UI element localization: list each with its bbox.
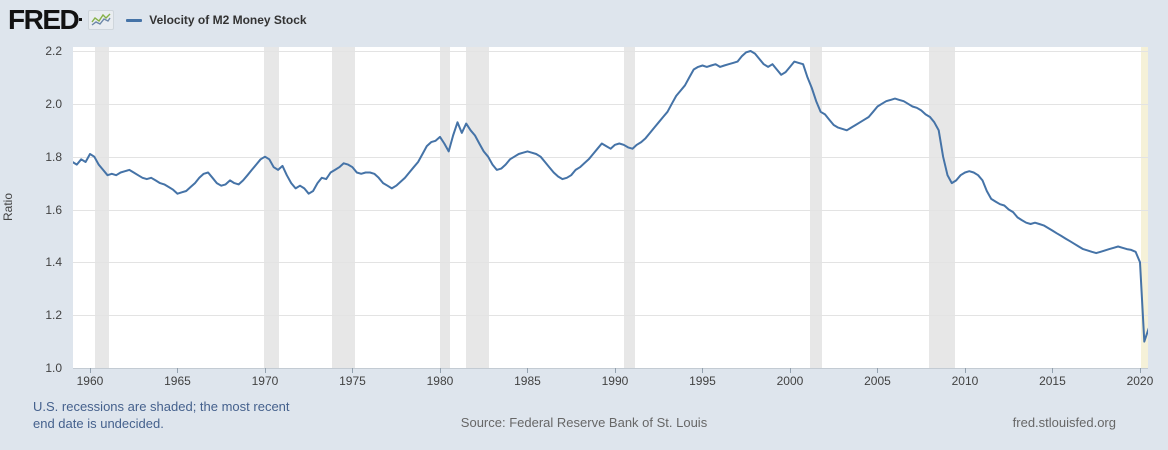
gridline — [73, 262, 1148, 263]
y-tick-label: 2.0 — [45, 96, 62, 111]
recession-band — [439, 47, 451, 368]
x-tick-mark — [702, 368, 704, 373]
x-tick-mark — [877, 368, 879, 373]
x-tick-label: 2015 — [1039, 374, 1066, 388]
recession-note-line2: end date is undecided. — [33, 416, 164, 431]
fred-site-link[interactable]: fred.stlouisfed.org — [1012, 415, 1116, 430]
x-tick-label: 2010 — [951, 374, 979, 388]
source-attribution: Source: Federal Reserve Bank of St. Loui… — [460, 415, 708, 430]
x-tick-mark — [527, 368, 529, 373]
y-tick-label: 1.4 — [45, 255, 62, 270]
recession-band — [928, 47, 955, 368]
y-tick-label: 1.8 — [45, 149, 62, 164]
recession-band — [95, 47, 109, 368]
x-tick-mark — [352, 368, 354, 373]
x-tick-label: 1995 — [689, 374, 716, 388]
x-tick-mark — [89, 368, 91, 373]
recession-band-undecided — [1141, 47, 1148, 368]
graph-header: FRED Velocity of M2 Money Stock — [8, 4, 307, 35]
x-tick-mark — [614, 368, 616, 373]
gridline — [73, 210, 1148, 211]
y-tick-label: 1.6 — [45, 202, 62, 217]
x-tick-label: 1970 — [251, 374, 279, 388]
y-tick-label: 1.0 — [45, 361, 62, 375]
gridline — [73, 104, 1148, 105]
recession-band — [263, 47, 280, 368]
x-tick-label: 1985 — [514, 374, 541, 388]
x-axis-labels: 1960 1965 1970 1975 1980 1985 1990 1995 2000 2005… — [73, 368, 1153, 392]
x-tick-mark — [177, 368, 179, 373]
registered-mark-icon — [79, 18, 83, 21]
x-tick-label: 1990 — [601, 374, 629, 388]
x-tick-label: 1960 — [76, 374, 104, 388]
x-tick-label: 2020 — [1126, 374, 1154, 388]
x-tick-label: 1965 — [164, 374, 191, 388]
x-tick-mark — [789, 368, 791, 373]
recession-band — [623, 47, 636, 368]
x-tick-mark — [964, 368, 966, 373]
legend-series-label[interactable]: Velocity of M2 Money Stock — [149, 13, 307, 27]
x-tick-label: 1975 — [339, 374, 366, 388]
gridline — [73, 368, 1148, 369]
x-tick-label: 2000 — [776, 374, 804, 388]
x-tick-mark — [439, 368, 441, 373]
x-tick-label: 1980 — [426, 374, 454, 388]
y-axis-labels: 1.0 1.2 1.4 1.6 1.8 2.0 2.2 — [0, 44, 62, 375]
x-tick-mark — [1052, 368, 1054, 373]
y-tick-label: 2.2 — [45, 44, 62, 58]
fred-logo-chart-icon — [88, 10, 115, 30]
recession-band — [466, 47, 490, 368]
gridline — [73, 157, 1148, 158]
x-tick-mark — [264, 368, 266, 373]
recession-note: U.S. recessions are shaded; the most rec… — [33, 398, 290, 432]
x-tick-label: 2005 — [864, 374, 891, 388]
fred-logo: FRED — [8, 4, 80, 35]
y-tick-label: 1.2 — [45, 308, 62, 323]
m2-velocity-line — [73, 50, 1148, 343]
recession-band — [810, 47, 822, 368]
recession-note-line1: U.S. recessions are shaded; the most rec… — [33, 399, 290, 414]
legend-item: Velocity of M2 Money Stock — [126, 13, 307, 27]
gridline — [73, 51, 1148, 52]
plot-area[interactable] — [73, 47, 1148, 369]
x-tick-mark — [1139, 368, 1141, 373]
gridline — [73, 315, 1148, 316]
legend-line-swatch — [126, 18, 143, 22]
recession-band — [331, 47, 356, 368]
